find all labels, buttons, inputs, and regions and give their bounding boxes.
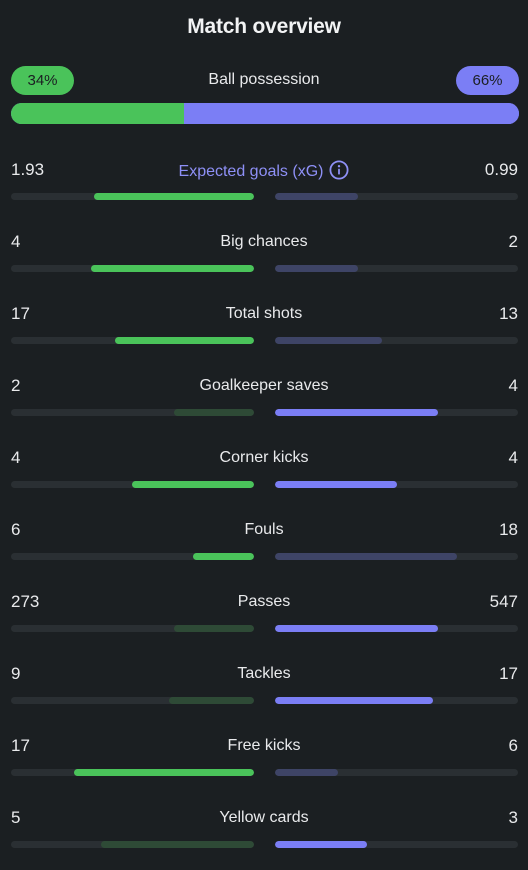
home-stat-fill [74,769,254,776]
stat-row: 17 Total shots 13 [0,304,528,352]
away-stat-fill [275,625,438,632]
possession-row: 34% Ball possession 66% [0,66,528,95]
away-stat-value: 4 [508,376,518,395]
stat-label: Corner kicks [0,448,528,468]
home-stat-bar [11,409,254,416]
stat-label-text: Corner kicks [219,449,309,466]
stat-label: Free kicks [0,736,528,756]
away-stat-fill [275,769,338,776]
away-stat-fill [275,481,397,488]
away-stat-bar [275,841,518,848]
away-stat-bar [275,409,518,416]
away-possession-badge: 66% [456,66,519,95]
info-icon[interactable] [329,160,349,180]
away-stat-value: 3 [508,808,518,827]
away-stat-bar [275,265,518,272]
away-stat-value: 17 [499,664,518,683]
home-stat-bar [11,697,254,704]
away-stat-value: 2 [508,232,518,251]
stat-row: 17 Free kicks 6 [0,736,528,784]
possession-label: Ball possession [208,71,320,88]
stat-label: Fouls [0,520,528,540]
away-stat-bar [275,553,518,560]
stat-row: 9 Tackles 17 [0,664,528,712]
away-stat-fill [275,841,367,848]
away-stat-bar [275,697,518,704]
away-stat-value: 6 [508,736,518,755]
stat-label-text: Yellow cards [219,809,309,826]
away-stat-fill [275,697,433,704]
home-stat-fill [115,337,254,344]
stat-row: 2 Goalkeeper saves 4 [0,376,528,424]
stat-label-text: Passes [237,593,291,610]
home-stat-bar [11,481,254,488]
home-stat-value: 2 [11,376,21,395]
stat-label-text: Total shots [225,305,303,322]
away-stat-value: 0.99 [484,160,518,179]
home-stat-value: 17 [11,304,30,323]
home-stat-value: 1.93 [11,160,45,179]
stat-row: 6 Fouls 18 [0,520,528,568]
away-stat-bar [275,769,518,776]
stat-label: Passes [0,592,528,612]
home-stat-fill [174,409,254,416]
home-stat-bar [11,193,254,200]
home-stat-value: 273 [11,592,40,611]
stat-label: Yellow cards [0,808,528,828]
away-stat-bar [275,481,518,488]
stat-label-text: Free kicks [227,737,301,754]
home-stat-value: 4 [11,448,21,467]
home-stat-bar [11,553,254,560]
stat-label-text: Expected goals (xG) [178,163,324,180]
home-stat-value: 5 [11,808,21,827]
away-stat-fill [275,553,457,560]
stat-label-text: Fouls [244,521,284,538]
stat-label: Tackles [0,664,528,684]
home-stat-bar [11,841,254,848]
away-stat-fill [275,409,438,416]
away-stat-bar [275,337,518,344]
home-stat-fill [91,265,254,272]
away-stat-value: 18 [499,520,518,539]
home-stat-fill [132,481,254,488]
home-stat-bar [11,265,254,272]
home-stat-bar [11,625,254,632]
away-stat-value: 4 [508,448,518,467]
home-stat-fill [169,697,254,704]
stat-label: Big chances [0,232,528,252]
away-stat-fill [275,337,382,344]
stat-label-text: Big chances [220,233,308,250]
stat-label-text: Goalkeeper saves [199,377,329,394]
stat-label-text: Tackles [237,665,291,682]
possession-bar [11,103,519,124]
stat-label: Expected goals (xG) [0,160,528,182]
page-title: Match overview [187,15,341,38]
stat-row: 1.93 Expected goals (xG) 0.99 [0,160,528,208]
home-possession-fill [11,103,184,124]
stat-label: Total shots [0,304,528,324]
stat-label: Goalkeeper saves [0,376,528,396]
home-stat-value: 4 [11,232,21,251]
away-possession-fill [183,103,519,124]
home-possession-badge: 34% [11,66,74,95]
away-stat-fill [275,265,358,272]
away-stat-bar [275,625,518,632]
home-stat-fill [193,553,254,560]
home-stat-value: 17 [11,736,30,755]
stat-row: 273 Passes 547 [0,592,528,640]
home-stat-value: 9 [11,664,21,683]
away-stat-fill [275,193,358,200]
stat-row: 4 Corner kicks 4 [0,448,528,496]
home-stat-fill [174,625,254,632]
away-stat-bar [275,193,518,200]
home-stat-fill [94,193,254,200]
stat-row: 4 Big chances 2 [0,232,528,280]
home-stat-value: 6 [11,520,21,539]
home-stat-fill [101,841,254,848]
away-stat-value: 547 [489,592,518,611]
home-stat-bar [11,337,254,344]
home-stat-bar [11,769,254,776]
stat-row: 5 Yellow cards 3 [0,808,528,856]
away-stat-value: 13 [499,304,518,323]
